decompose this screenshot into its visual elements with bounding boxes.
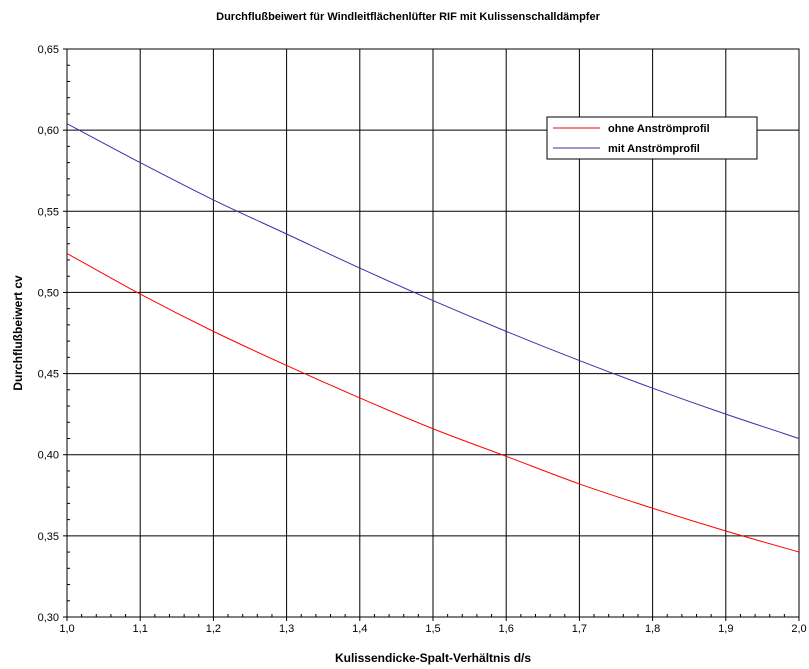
y-tick-label: 0,40 [38,450,59,462]
series-line-1 [66,123,800,439]
x-tick-labels: 1,0 1,1 1,2 1,3 1,4 1,5 1,6 1,7 1,8 1,9 2,0 [59,623,806,635]
x-axis-title: Kulissendicke-Spalt-Verhältnis d/s [335,651,531,665]
y-tick-labels: 0,30 0,35 0,40 0,45 0,50 0,55 0,60 0,65 [38,44,59,624]
series-line-0 [66,253,800,553]
y-tick-label: 0,45 [38,369,59,381]
x-tick-label: 1,0 [59,623,74,635]
y-tick-label: 0,35 [38,531,59,543]
x-tick-label: 1,4 [352,623,367,635]
y-tick-label: 0,65 [38,44,59,56]
x-tick-label: 1,1 [133,623,148,635]
y-tick-label: 0,50 [38,287,59,299]
series-lines [66,123,800,553]
x-tick-label: 1,5 [425,623,440,635]
legend-label-ohne: ohne Anströmprofil [608,123,710,135]
y-tick-label: 0,60 [38,125,59,137]
x-tick-label: 1,2 [206,623,221,635]
minor-ticks [67,64,785,617]
legend: ohne Anströmprofil mit Anströmprofil [546,116,758,160]
y-axis-title: Durchflußbeiwert cv [11,275,25,391]
x-tick-label: 2,0 [791,623,806,635]
x-tick-label: 1,9 [718,623,733,635]
legend-label-mit: mit Anströmprofil [608,143,700,155]
legend-box [546,116,758,160]
y-tick-label: 0,55 [38,206,59,218]
y-tick-label: 0,30 [38,612,59,624]
x-tick-label: 1,7 [572,623,587,635]
chart-title: Durchflußbeiwert für Windleitflächenlüft… [216,11,600,23]
x-tick-label: 1,6 [499,623,514,635]
x-tick-label: 1,8 [645,623,660,635]
x-tick-label: 1,3 [279,623,294,635]
